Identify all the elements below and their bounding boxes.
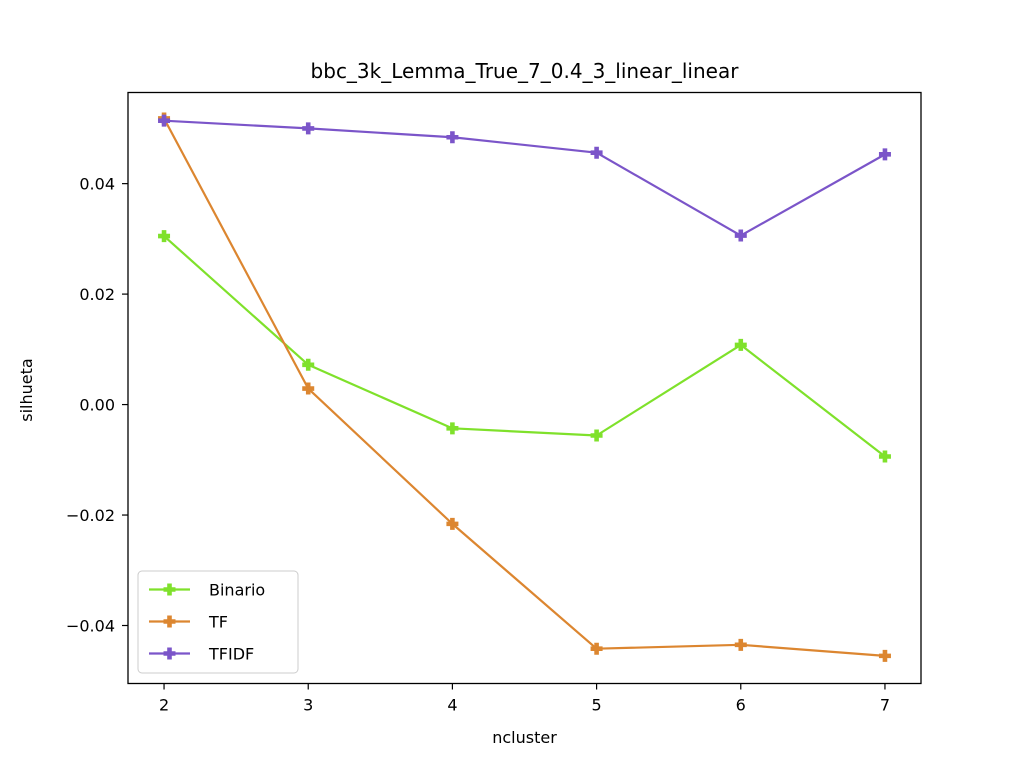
series-layer bbox=[158, 112, 891, 662]
data-point-tfidf bbox=[878, 148, 891, 161]
legend-entry-binario: Binario bbox=[149, 581, 265, 600]
legend-box bbox=[137, 570, 299, 674]
data-point-tf bbox=[302, 382, 315, 395]
data-point-tfidf bbox=[590, 146, 603, 159]
data-point-binario bbox=[158, 230, 171, 243]
x-axis-label: ncluster bbox=[492, 728, 557, 747]
data-point-tfidf bbox=[734, 229, 747, 242]
ticks-layer: 2 3 4 5 6 7 −0.04 −0.02 0.00 0.02 0.04 bbox=[66, 175, 890, 715]
legend: Binario TF TFIDF bbox=[137, 570, 299, 674]
legend-label-tf: TF bbox=[208, 613, 228, 632]
series-tfidf bbox=[158, 114, 891, 242]
data-point-tfidf bbox=[302, 122, 315, 135]
y-tick-label: −0.04 bbox=[66, 617, 115, 636]
data-point-tf bbox=[590, 642, 603, 655]
data-point-tfidf bbox=[158, 114, 171, 127]
data-point-binario bbox=[878, 450, 891, 463]
legend-entry-tfidf: TFIDF bbox=[149, 645, 254, 664]
data-point-tf bbox=[734, 638, 747, 651]
plot-area-frame bbox=[127, 91, 922, 685]
y-tick-label: −0.02 bbox=[66, 506, 115, 525]
x-tick-label: 6 bbox=[736, 696, 746, 715]
legend-entry-tf: TF bbox=[149, 613, 228, 632]
data-point-tf bbox=[446, 517, 459, 530]
legend-label-tfidf: TFIDF bbox=[208, 645, 254, 664]
data-point-binario bbox=[590, 429, 603, 442]
data-point-binario bbox=[446, 422, 459, 435]
y-tick-label: 0.00 bbox=[79, 396, 115, 415]
legend-marker-tfidf bbox=[163, 647, 176, 660]
legend-marker-binario bbox=[163, 583, 176, 596]
x-tick-label: 5 bbox=[591, 696, 601, 715]
chart-title: bbc_3k_Lemma_True_7_0.4_3_linear_linear bbox=[311, 59, 740, 83]
x-tick-label: 7 bbox=[880, 696, 890, 715]
series-line-tf bbox=[163, 117, 886, 657]
series-line-tfidf bbox=[163, 119, 886, 237]
x-tick-label: 4 bbox=[447, 696, 457, 715]
y-axis-label: silhueta bbox=[17, 358, 36, 421]
data-point-binario bbox=[734, 338, 747, 351]
y-tick-label: 0.02 bbox=[79, 285, 115, 304]
data-point-tf bbox=[878, 649, 891, 662]
y-tick-label: 0.04 bbox=[79, 175, 115, 194]
legend-marker-tf bbox=[163, 615, 176, 628]
data-point-binario bbox=[302, 358, 315, 371]
x-tick-label: 3 bbox=[303, 696, 313, 715]
x-tick-label: 2 bbox=[159, 696, 169, 715]
legend-label-binario: Binario bbox=[209, 581, 265, 600]
data-point-tfidf bbox=[446, 131, 459, 144]
